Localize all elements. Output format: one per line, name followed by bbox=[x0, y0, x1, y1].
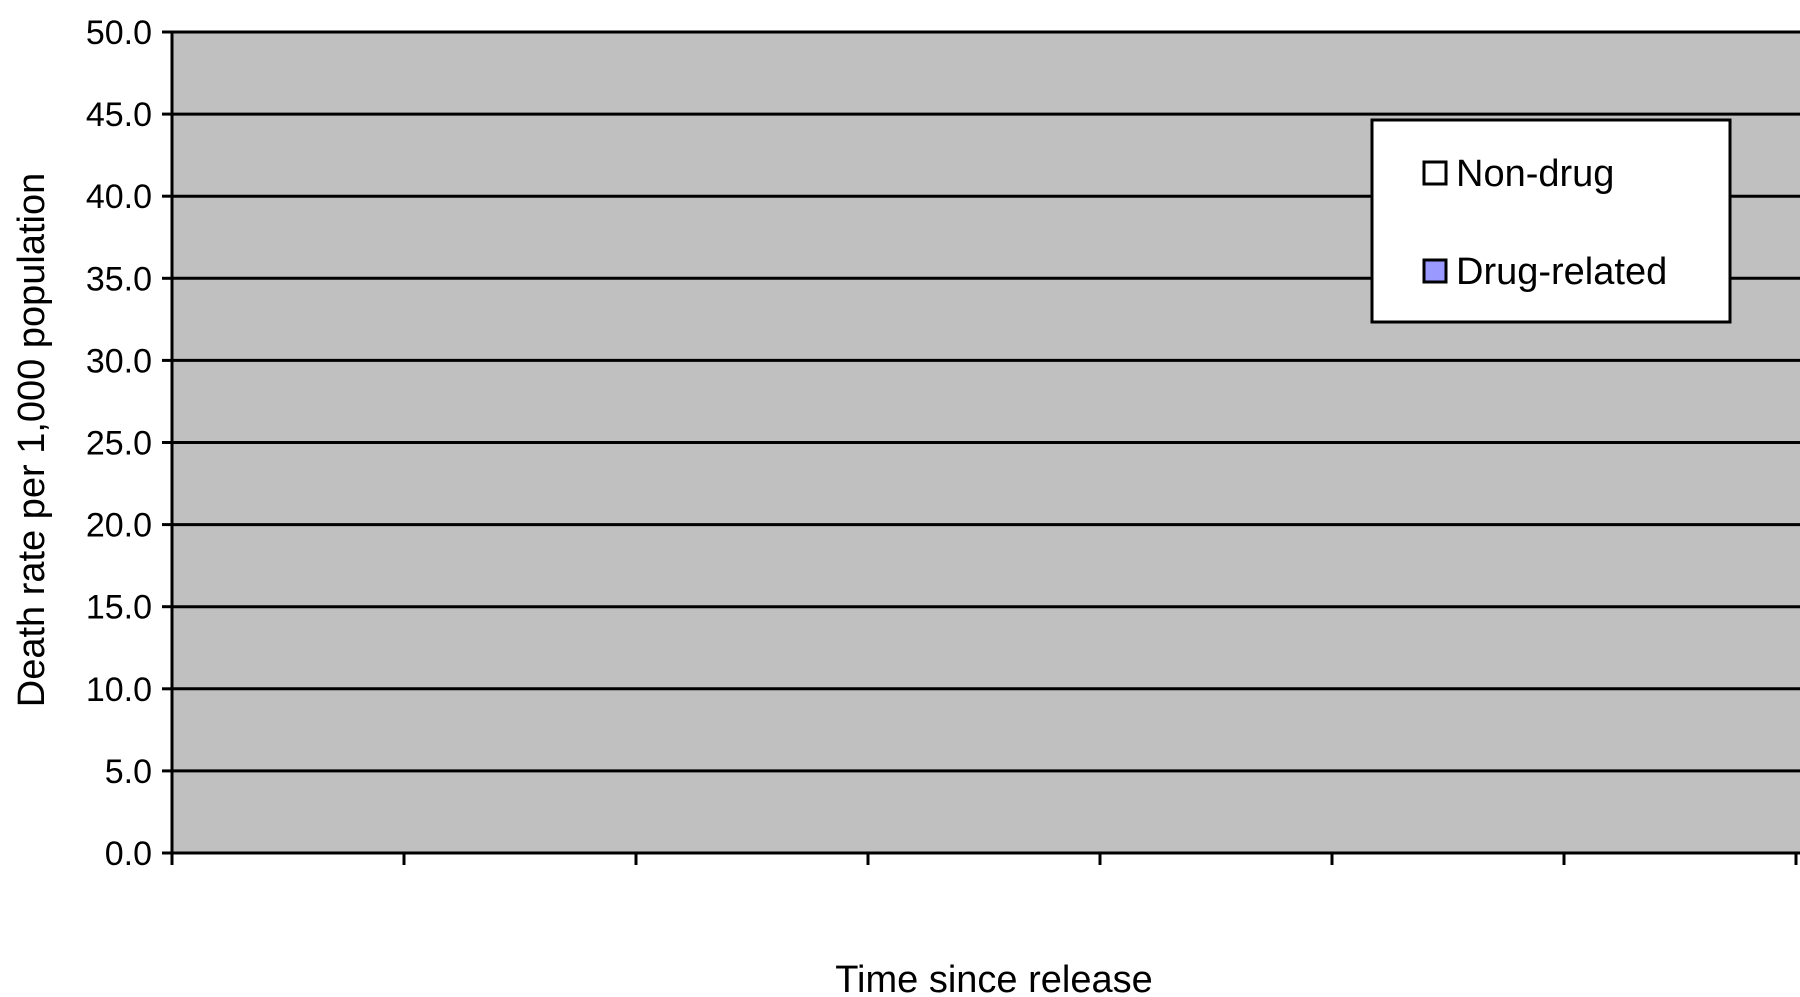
y-tick-label: 40.0 bbox=[86, 178, 152, 216]
legend-box bbox=[1370, 118, 1732, 324]
y-tick-label: 20.0 bbox=[86, 507, 152, 545]
y-tick-label: 50.0 bbox=[86, 14, 152, 52]
legend-label: Non-drug bbox=[1456, 153, 1614, 195]
y-tick-label: 0.0 bbox=[105, 835, 152, 873]
y-tick-label: 30.0 bbox=[86, 342, 152, 380]
legend-swatch bbox=[1422, 258, 1448, 284]
x-axis-title: Time since release bbox=[835, 959, 1153, 997]
y-tick-label: 15.0 bbox=[86, 589, 152, 627]
y-tick-label: 25.0 bbox=[86, 425, 152, 463]
legend-swatch bbox=[1422, 160, 1448, 186]
y-tick-label: 35.0 bbox=[86, 260, 152, 298]
y-axis-title: Death rate per 1,000 population bbox=[11, 173, 53, 708]
y-tick-label: 5.0 bbox=[105, 753, 152, 791]
y-tick-label: 10.0 bbox=[86, 671, 152, 709]
y-tick-labels: 0.0 5.0 10.0 15.0 20.0 25.0 30.0 35.0 40.0 45.0 50… bbox=[86, 14, 152, 873]
axes bbox=[162, 30, 1800, 865]
legend-label: Drug-related bbox=[1456, 251, 1667, 293]
y-tick-label: 45.0 bbox=[86, 96, 152, 134]
legend: Non-drug Drug-related bbox=[1370, 118, 1732, 324]
